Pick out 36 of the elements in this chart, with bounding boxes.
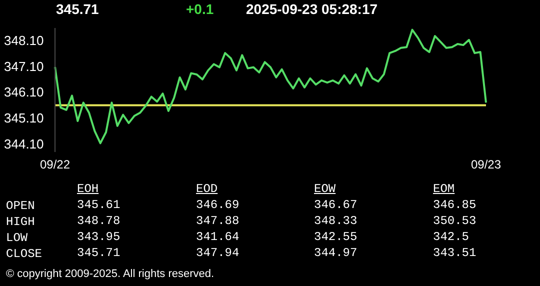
data-label: 347.94 bbox=[196, 246, 240, 260]
y-tick-label: 348.10 bbox=[4, 32, 44, 48]
x-tick-label: 09/22 bbox=[40, 158, 70, 172]
line-series bbox=[54, 28, 487, 144]
data-label: 348.78 bbox=[77, 214, 120, 228]
text: © copyright 2009-2025. All rights reserved. bbox=[6, 268, 214, 280]
chart-subtitle: +0.1 bbox=[186, 1, 214, 17]
data-label: 341.64 bbox=[196, 230, 240, 244]
data-label: 346.67 bbox=[314, 198, 358, 212]
x-tick-label: EOD bbox=[196, 182, 218, 196]
data-label: 342.5 bbox=[433, 230, 470, 244]
data-label: 346.85 bbox=[433, 198, 476, 212]
data-label: 344.97 bbox=[314, 246, 358, 260]
data-label: 346.69 bbox=[196, 198, 240, 212]
y-tick-label: OPEN bbox=[6, 199, 35, 213]
y-tick-label: 346.10 bbox=[4, 84, 44, 100]
y-tick-label: HIGH bbox=[6, 215, 35, 229]
y-tick-label: 347.10 bbox=[4, 58, 44, 74]
data-label: 343.51 bbox=[433, 246, 476, 260]
data-label: 343.95 bbox=[77, 230, 120, 244]
x-tick-label: EOH bbox=[77, 182, 99, 196]
x-tick-label: EOM bbox=[433, 182, 455, 196]
chart-title: 345.71 bbox=[56, 1, 99, 17]
data-label: 347.88 bbox=[196, 214, 240, 228]
y-tick-label: 345.10 bbox=[4, 110, 44, 126]
data-label: 350.53 bbox=[433, 214, 476, 228]
data-label: 348.33 bbox=[314, 214, 358, 228]
y-tick-label: 344.10 bbox=[4, 136, 44, 152]
data-label: 342.55 bbox=[314, 230, 358, 244]
x-tick-label: EOW bbox=[314, 182, 336, 196]
text: 2025-09-23 05:28:17 bbox=[246, 1, 378, 17]
x-tick-label: 09/23 bbox=[470, 158, 502, 172]
data-label: 345.71 bbox=[77, 246, 120, 260]
y-tick-label: CLOSE bbox=[6, 247, 42, 261]
y-tick-label: LOW bbox=[6, 231, 28, 245]
data-label: 345.61 bbox=[77, 198, 120, 212]
